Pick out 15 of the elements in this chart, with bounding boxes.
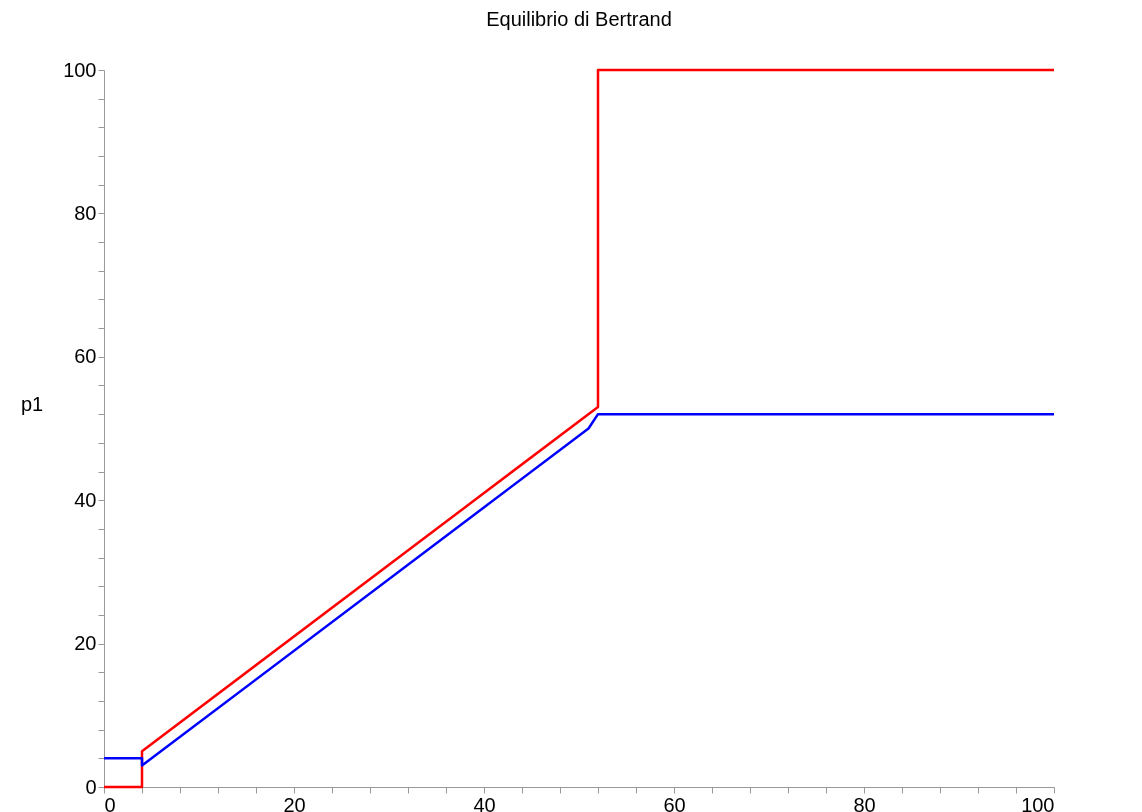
y-tick-label: 20 bbox=[74, 632, 97, 655]
y-tick-label: 40 bbox=[74, 488, 97, 511]
chart-title: Equilibrio di Bertrand bbox=[486, 8, 672, 30]
y-tick-label: 100 bbox=[63, 58, 97, 81]
y-tick-label: 80 bbox=[74, 201, 97, 224]
x-tick-label: 80 bbox=[853, 793, 876, 812]
y-tick-label: 60 bbox=[74, 345, 97, 368]
x-tick-label: 60 bbox=[663, 793, 686, 812]
y-tick-label: 0 bbox=[85, 775, 97, 798]
x-tick-label: 100 bbox=[1021, 793, 1055, 812]
x-tick-label: 40 bbox=[473, 793, 496, 812]
y-axis-title: p1 bbox=[20, 392, 44, 415]
line-series bbox=[102, 412, 1056, 767]
x-tick-label: 20 bbox=[283, 793, 306, 812]
x-tick-label: 0 bbox=[104, 793, 116, 812]
